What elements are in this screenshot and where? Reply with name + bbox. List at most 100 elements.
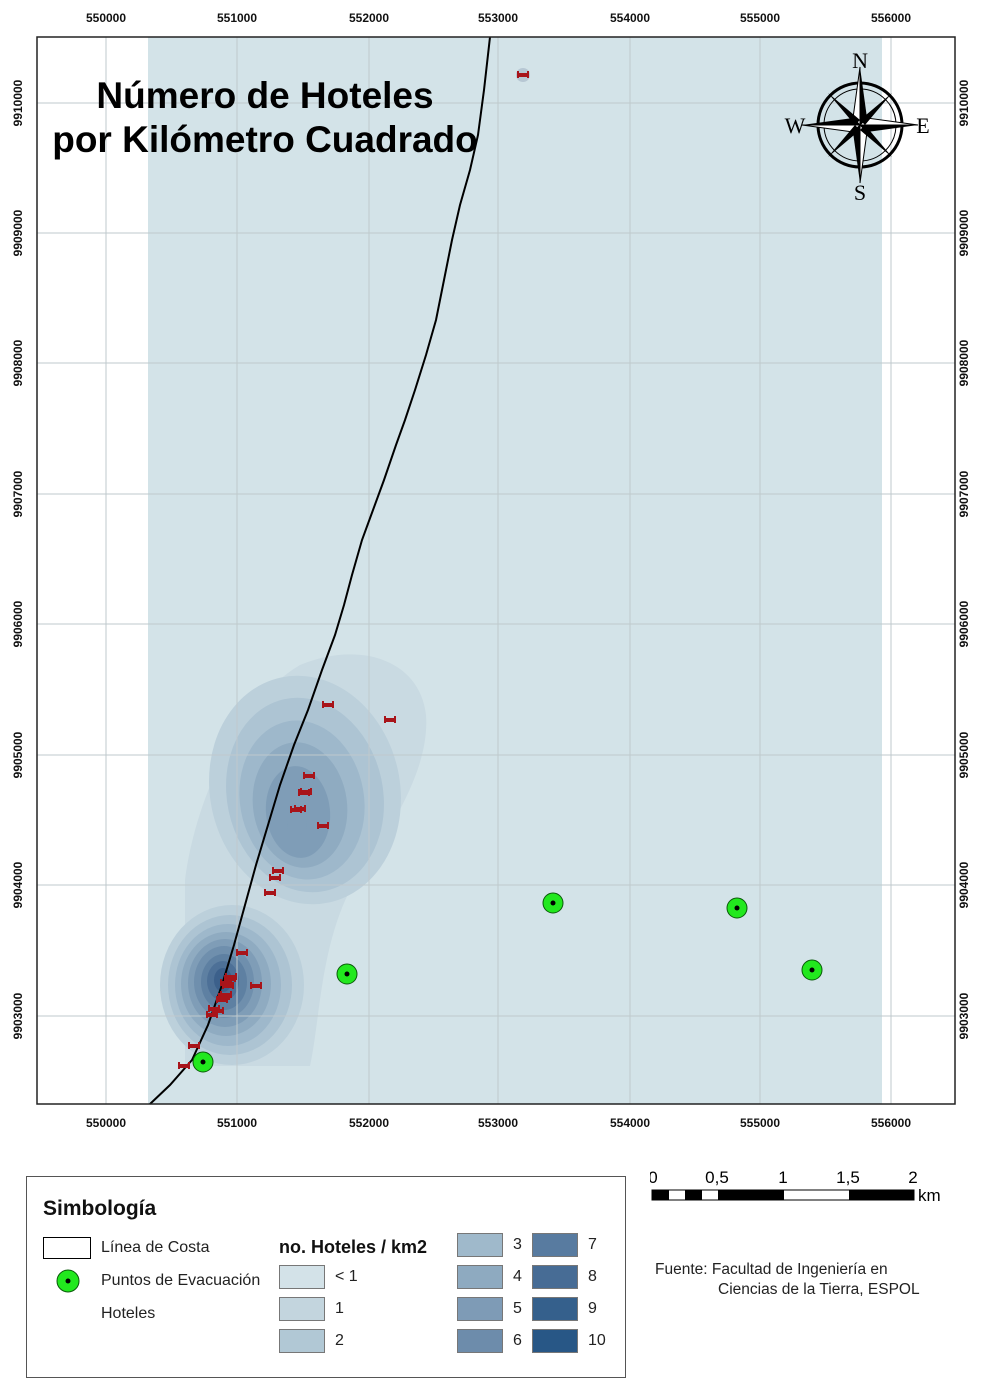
evacuation-point-center [809,967,815,973]
tick-label-x-bottom: 552000 [349,1116,389,1130]
legend-density-label: 3 [513,1236,522,1253]
scale-unit: km [918,1186,941,1205]
tick-label-y-left: 9905000 [11,731,25,778]
evacuation-points-layer [192,892,823,1073]
tick-label-x-top: 552000 [349,11,389,25]
hotel-icon [222,982,234,989]
hotel-icon [264,889,276,896]
scale-bar: 0 0,5 1 1,5 2 km [648,1165,950,1225]
hotel-icon [317,822,329,829]
legend-density-swatch [457,1265,503,1289]
legend-density-swatch [457,1297,503,1321]
hotel-icon [178,1062,190,1069]
tick-label-y-left: 9908000 [11,339,25,386]
legend-density-label: 7 [588,1236,597,1253]
legend-density-label: < 1 [335,1268,358,1285]
legend-density-label: 10 [588,1332,606,1349]
compass-north-label: N [852,48,868,73]
source-line1: Fuente: Facultad de Ingeniería en [655,1261,888,1278]
legend-hotels-label: Hoteles [101,1305,156,1322]
tick-label-x-bottom: 553000 [478,1116,518,1130]
legend-density-swatch [532,1297,578,1321]
legend-density-swatch [532,1265,578,1289]
tick-label-x-top: 553000 [478,11,518,25]
hotel-icon [303,772,315,779]
legend-density-swatch [279,1297,325,1321]
legend-density-label: 4 [513,1268,522,1285]
tick-label-x-bottom: 550000 [86,1116,126,1130]
legend-density-swatch [279,1265,325,1289]
compass-south-label: S [854,180,866,205]
hotel-icon [298,789,310,796]
tick-label-x-bottom: 551000 [217,1116,257,1130]
map-title: Número de Hoteles por Kilómetro Cuadrado [20,74,510,162]
tick-label-x-bottom: 554000 [610,1116,650,1130]
evacuation-point-center [550,900,556,906]
hotel-icon [220,979,232,986]
legend-density-label: 6 [513,1332,522,1349]
hotel-icon [216,996,228,1003]
legend-density-swatch [532,1233,578,1257]
legend-density-swatch [279,1329,325,1353]
hotel-icon [272,867,284,874]
tick-label-x-bottom: 556000 [871,1116,911,1130]
tick-label-y-left: 9906000 [11,600,25,647]
tick-label-y-left: 9910000 [11,79,25,126]
tick-label-x-bottom: 555000 [740,1116,780,1130]
legend-title: Simbología [43,1197,157,1220]
legend-density-label: 8 [588,1268,597,1285]
evacuation-point-icon [56,1269,80,1293]
evacuation-point-center [734,905,740,911]
tick-label-y-left: 9909000 [11,209,25,256]
scale-label-1-5: 1,5 [836,1168,860,1187]
hotel-icon [384,716,396,723]
tick-label-x-top: 555000 [740,11,780,25]
tick-label-x-top: 550000 [86,11,126,25]
legend-density-swatch [457,1233,503,1257]
hotels-layer [178,71,529,1069]
tick-label-y-right: 9910000 [957,79,971,126]
legend-density-swatch [457,1329,503,1353]
hotel-icon [206,1011,218,1018]
density-contour [287,815,307,835]
hotel-icon [218,993,230,1000]
legend-box: Simbología Línea de Costa Puntos de Evac… [26,1176,626,1378]
tick-label-x-top: 551000 [217,11,257,25]
source-line2: Ciencias de la Tierra, ESPOL [718,1281,920,1298]
hotel-icon [290,806,302,813]
hotel-icon [322,701,334,708]
legend-density-swatch [532,1329,578,1353]
tick-label-y-right: 9908000 [957,339,971,386]
hotel-icon [517,71,529,78]
scale-label-1: 1 [778,1168,787,1187]
legend-density-title: no. Hoteles / km2 [279,1237,428,1257]
evacuation-point-center [200,1059,206,1065]
tick-label-y-right: 9906000 [957,600,971,647]
map-title-line1: Número de Hoteles [96,75,434,116]
tick-label-y-right: 9905000 [957,731,971,778]
hotel-icon [212,1007,224,1014]
coast-line-symbol [43,1237,91,1259]
tick-label-y-right: 9907000 [957,470,971,517]
tick-label-y-left: 9907000 [11,470,25,517]
legend-density-label: 5 [513,1300,522,1317]
map-border [36,36,956,1105]
tick-label-x-top: 554000 [610,11,650,25]
tick-label-y-right: 9909000 [957,209,971,256]
evacuation-point-center [344,971,350,977]
legend-density-label: 1 [335,1300,344,1317]
legend-coast-label: Línea de Costa [101,1239,210,1256]
legend-evac-label: Puntos de Evacuación [101,1272,261,1289]
tick-label-y-right: 9903000 [957,992,971,1039]
hotel-icon [188,1042,200,1049]
hotel-icon [250,982,262,989]
tick-label-y-left: 9904000 [11,861,25,908]
north-arrow-icon: N S E W [785,48,930,205]
legend-density-label: 9 [588,1300,597,1317]
coastline [149,36,491,1105]
tick-label-x-top: 556000 [871,11,911,25]
scale-label-0: 0 [650,1168,658,1187]
tick-label-y-left: 9903000 [11,992,25,1039]
legend-density-label: 2 [335,1332,344,1349]
